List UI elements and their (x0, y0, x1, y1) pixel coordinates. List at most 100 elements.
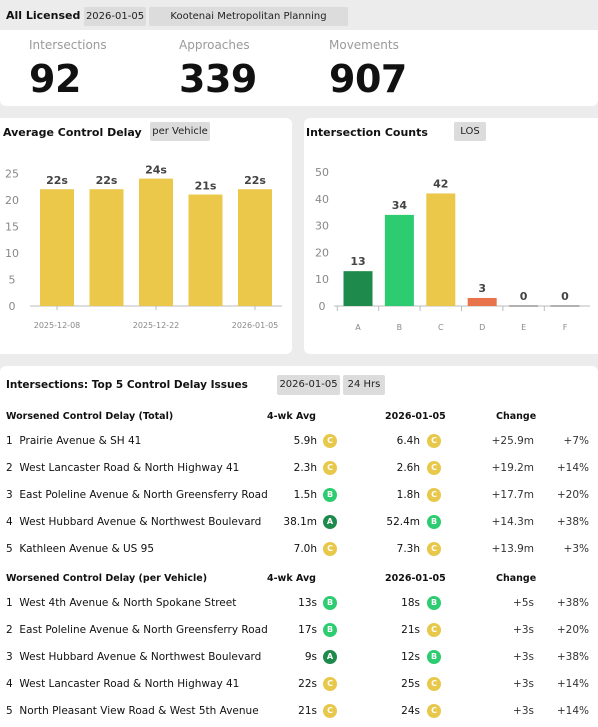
intersection-name[interactable]: 5 Kathleen Avenue & US 95 (6, 543, 154, 555)
y-tick-label: 10 (315, 273, 329, 286)
los-bar (426, 193, 456, 306)
delay-chart-title: Average Control Delay (3, 126, 142, 139)
y-tick-label: 50 (315, 166, 329, 179)
row-intersection: East Poleline Avenue & North Greensferry… (19, 624, 268, 636)
los-badge: C (427, 704, 441, 718)
intersection-name[interactable]: 4 West Lancaster Road & North Highway 41 (6, 678, 239, 690)
los-bar-label: 13 (350, 255, 365, 268)
table-row[interactable]: 3 West Hubbard Avenue & Northwest Boulev… (0, 644, 598, 671)
table-row[interactable]: 4 West Hubbard Avenue & Northwest Boulev… (0, 509, 598, 536)
table-row[interactable]: 1 Prairie Avenue & SH 41 5.9h C 6.4h C +25.9m… (0, 428, 598, 455)
change-percent: +38% (556, 516, 589, 528)
row-rank: 4 (6, 678, 13, 690)
los-badge: B (323, 488, 337, 502)
counts-chart: 0 10 20 30 40 50 13 A 34 B 42 C 3 D 0 E 0 F (315, 166, 590, 332)
los-bar-label: 34 (392, 199, 408, 212)
issues-range-chip[interactable]: 24 Hrs (343, 375, 385, 395)
col-avg-header: 4-wk Avg (267, 573, 316, 584)
current-value: 1.8h (396, 489, 420, 501)
change-percent: +14% (556, 705, 589, 717)
los-badge: C (323, 542, 337, 556)
issues-panel (0, 366, 598, 727)
movements-label: Movements (329, 38, 399, 52)
intersection-name[interactable]: 1 West 4th Avenue & North Spokane Street (6, 597, 236, 609)
y-tick-label: 5 (9, 273, 16, 286)
current-value: 21s (401, 624, 420, 636)
los-bar (343, 271, 373, 306)
los-badge: A (323, 515, 337, 529)
intersection-name[interactable]: 3 West Hubbard Avenue & Northwest Boulev… (6, 651, 261, 663)
page-title: All Licensed (6, 9, 81, 22)
los-chip[interactable]: LOS (454, 122, 486, 141)
row-intersection: Prairie Avenue & SH 41 (19, 435, 142, 447)
y-tick-label: 25 (5, 167, 19, 180)
col-date-header: 2026-01-05 (385, 573, 446, 584)
row-rank: 3 (6, 489, 13, 501)
four-week-avg-value: 17s (298, 624, 317, 636)
change-percent: +7% (563, 435, 589, 447)
movements-value: 907 (329, 57, 407, 101)
los-badge: C (323, 434, 337, 448)
x-tick-label: D (479, 323, 485, 332)
change-value: +5s (513, 597, 534, 609)
x-tick-label: 2025-12-08 (34, 321, 81, 330)
stats-panel (0, 30, 598, 106)
current-value: 24s (401, 705, 420, 717)
delay-bar-label: 22s (244, 174, 266, 187)
intersection-name[interactable]: 4 West Hubbard Avenue & Northwest Boulev… (6, 516, 261, 528)
intersection-name[interactable]: 2 West Lancaster Road & North Highway 41 (6, 462, 239, 474)
row-rank: 5 (6, 543, 13, 555)
row-intersection: West Lancaster Road & North Highway 41 (19, 678, 240, 690)
delay-bar (40, 189, 74, 306)
change-value: +13.9m (491, 543, 534, 555)
current-value: 6.4h (396, 435, 420, 447)
four-week-avg-value: 1.5h (293, 489, 317, 501)
table-row[interactable]: 2 East Poleline Avenue & North Greensfer… (0, 617, 598, 644)
table-row[interactable]: 3 East Poleline Avenue & North Greensfer… (0, 482, 598, 509)
row-intersection: North Pleasant View Road & West 5th Aven… (19, 705, 259, 717)
los-badge: C (427, 542, 441, 556)
issues-date-chip[interactable]: 2026-01-05 (277, 375, 340, 395)
organization-chip[interactable]: Kootenai Metropolitan Planning Organizat… (149, 7, 348, 41)
row-intersection: West Hubbard Avenue & Northwest Boulevar… (19, 516, 262, 528)
los-badge: C (427, 488, 441, 502)
change-value: +3s (513, 651, 534, 663)
intersection-name[interactable]: 1 Prairie Avenue & SH 41 (6, 435, 141, 447)
table-row[interactable]: 5 North Pleasant View Road & West 5th Av… (0, 698, 598, 725)
los-badge: C (427, 677, 441, 691)
table-row[interactable]: 5 Kathleen Avenue & US 95 7.0h C 7.3h C +13.9… (0, 536, 598, 563)
four-week-avg-value: 21s (298, 705, 317, 717)
delay-bar-label: 21s (195, 180, 217, 193)
los-badge: C (323, 704, 337, 718)
los-bar (384, 214, 414, 306)
delay-bar-label: 22s (46, 174, 68, 187)
date-chip[interactable]: 2026-01-05 (84, 7, 146, 26)
four-week-avg-value: 7.0h (293, 543, 317, 555)
delay-bar (238, 189, 272, 306)
section-per-vehicle-heading: Worsened Control Delay (per Vehicle) (6, 573, 208, 584)
los-badge: B (323, 596, 337, 610)
intersections-value: 92 (29, 57, 81, 101)
x-tick-label: A (355, 323, 361, 332)
col-change-header: Change (496, 411, 537, 422)
change-value: +3s (513, 624, 534, 636)
x-tick-label: E (521, 323, 526, 332)
los-badge: C (427, 461, 441, 475)
delay-bar (89, 189, 124, 306)
table-row[interactable]: 2 West Lancaster Road & North Highway 41… (0, 455, 598, 482)
intersection-name[interactable]: 5 North Pleasant View Road & West 5th Av… (6, 705, 259, 717)
intersection-name[interactable]: 2 East Poleline Avenue & North Greensfer… (6, 624, 268, 636)
delay-bar-label: 22s (96, 174, 118, 187)
change-value: +14.3m (491, 516, 534, 528)
per-vehicle-chip[interactable]: per Vehicle (150, 122, 210, 141)
los-badge: B (323, 623, 337, 637)
intersection-name[interactable]: 3 East Poleline Avenue & North Greensfer… (6, 489, 268, 501)
change-value: +17.7m (491, 489, 534, 501)
change-percent: +38% (556, 597, 589, 609)
table-row[interactable]: 4 West Lancaster Road & North Highway 41… (0, 671, 598, 698)
change-percent: +14% (556, 678, 589, 690)
table-row[interactable]: 1 West 4th Avenue & North Spokane Street… (0, 590, 598, 617)
los-badge: C (427, 434, 441, 448)
current-value: 2.6h (396, 462, 420, 474)
los-badge: B (427, 515, 441, 529)
